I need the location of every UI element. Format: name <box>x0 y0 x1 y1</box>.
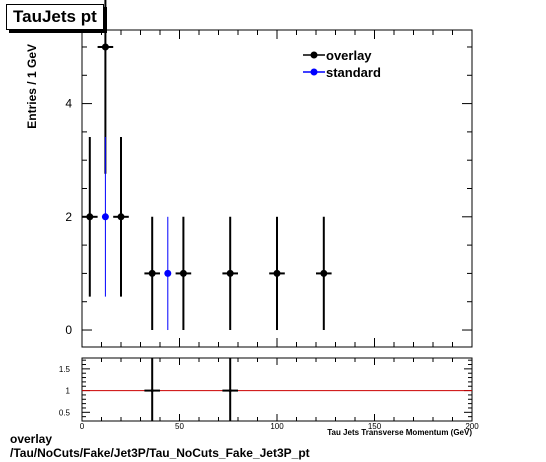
ratio-y-tick-label: 0.5 <box>59 408 71 417</box>
main-plot: 0 2 4 Entries / 1 GeV <box>25 0 473 348</box>
x-tick-label: 50 <box>175 422 184 431</box>
legend-marker <box>310 68 318 76</box>
legend-label: overlay <box>326 48 372 63</box>
ratio-series <box>144 358 238 421</box>
footer-path: /Tau/NoCuts/Fake/Jet3P/Tau_NoCuts_Fake_J… <box>10 446 310 460</box>
footer: overlay /Tau/NoCuts/Fake/Jet3P/Tau_NoCut… <box>10 432 310 460</box>
x-tick-label: 0 <box>80 422 85 431</box>
legend-label: standard <box>326 65 381 80</box>
y-tick-label: 4 <box>65 97 72 111</box>
data-point <box>164 269 172 277</box>
data-point <box>179 269 187 277</box>
ratio-y-tick-label: 1 <box>66 387 71 396</box>
ratio-y-tick-label: 1.5 <box>59 365 71 374</box>
series-standard <box>101 136 172 331</box>
legend-marker <box>310 51 318 59</box>
data-point <box>226 269 234 277</box>
y-tick-label: 0 <box>65 323 72 337</box>
plot-title: TauJets pt <box>6 4 104 30</box>
data-point <box>148 269 156 277</box>
y-axis-label: Entries / 1 GeV <box>25 44 39 129</box>
data-point <box>86 213 94 221</box>
x-tick-label: 150 <box>368 422 382 431</box>
ratio-plot-frame <box>81 357 473 422</box>
data-point <box>101 43 109 51</box>
x-tick-label: 100 <box>270 422 284 431</box>
data-point <box>320 269 328 277</box>
x-axis-label: Tau Jets Transverse Momentum (GeV) <box>327 428 472 437</box>
ratio-point <box>228 389 232 393</box>
ratio-point <box>150 389 154 393</box>
data-point <box>273 269 281 277</box>
data-point <box>101 213 109 221</box>
footer-label: overlay <box>10 432 53 446</box>
x-tick-label: 200 <box>465 422 479 431</box>
data-point <box>117 213 125 221</box>
legend: overlay standard <box>303 48 381 80</box>
series-overlay <box>82 0 332 331</box>
y-tick-label: 2 <box>65 210 72 224</box>
